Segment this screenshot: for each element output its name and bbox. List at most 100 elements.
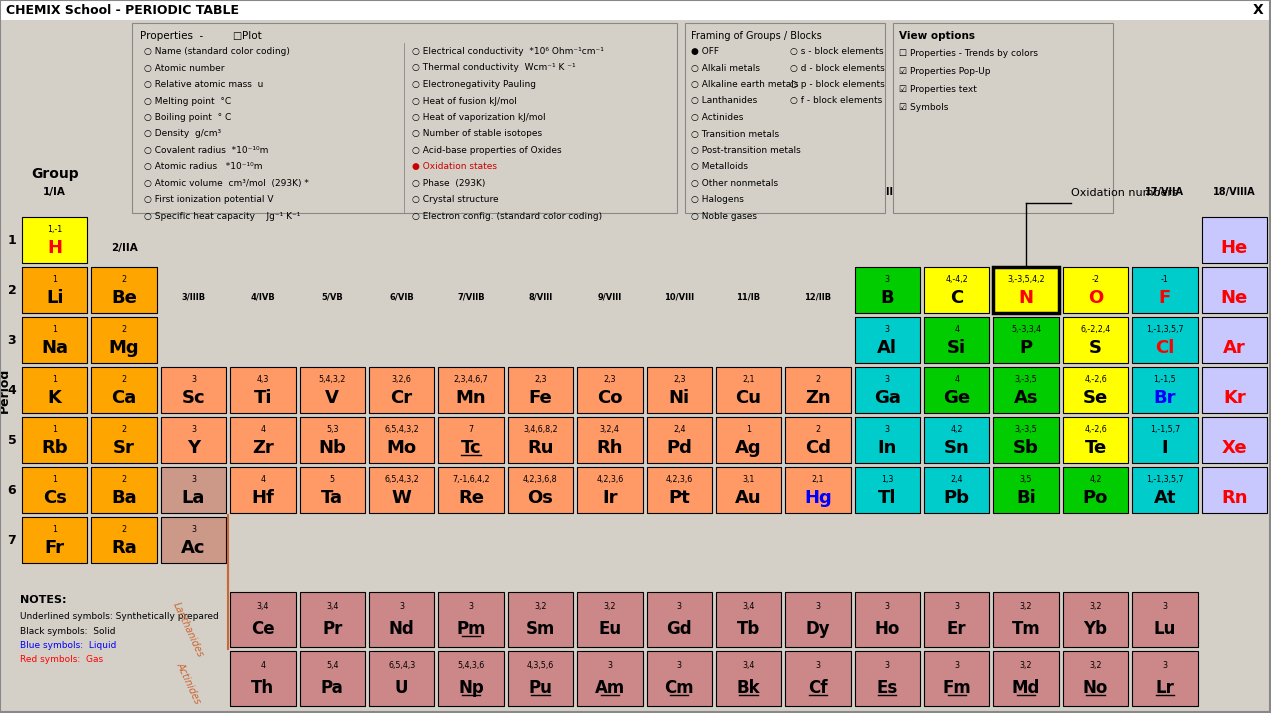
Text: 3: 3 (955, 662, 960, 670)
Text: ○ Specific heat capacity    Jg⁻¹ K⁻¹: ○ Specific heat capacity Jg⁻¹ K⁻¹ (144, 212, 300, 221)
Text: 4: 4 (955, 375, 960, 384)
Text: 3: 3 (955, 602, 960, 611)
Text: 3: 3 (676, 662, 681, 670)
Bar (438, 467, 503, 513)
Text: 4,2,3,6,8: 4,2,3,6,8 (524, 475, 558, 484)
Text: View options: View options (899, 31, 975, 41)
Text: ○ Name (standard color coding): ○ Name (standard color coding) (144, 47, 290, 56)
Text: 5: 5 (329, 475, 334, 484)
Text: 7: 7 (8, 533, 17, 546)
Text: 3: 3 (885, 325, 890, 334)
Text: Mn: Mn (456, 389, 487, 407)
Text: 1: 1 (52, 275, 57, 284)
Text: 2: 2 (122, 325, 127, 334)
Text: 18/VIIIA: 18/VIIIA (1213, 188, 1256, 198)
Text: Kr: Kr (1223, 389, 1246, 407)
Text: Li: Li (46, 289, 64, 307)
Bar (1132, 267, 1197, 313)
Bar (994, 367, 1059, 413)
Text: 3: 3 (191, 375, 196, 384)
Text: 2: 2 (122, 525, 127, 534)
Bar (438, 417, 503, 463)
Bar (22, 217, 88, 263)
Text: ○ Alkaline earth metals: ○ Alkaline earth metals (691, 80, 798, 89)
Text: Tb: Tb (737, 620, 760, 638)
Text: 5: 5 (8, 434, 17, 446)
Bar (22, 417, 88, 463)
Text: 3,2,4: 3,2,4 (600, 425, 620, 434)
Text: ○ Transition metals: ○ Transition metals (691, 130, 779, 138)
Text: 2,4: 2,4 (951, 475, 963, 484)
Text: No: No (1083, 679, 1108, 697)
Text: Hf: Hf (252, 489, 275, 507)
Text: Au: Au (735, 489, 761, 507)
Text: 1,3: 1,3 (881, 475, 894, 484)
Bar (1063, 367, 1129, 413)
Text: 3,4: 3,4 (327, 602, 338, 611)
Text: 2: 2 (8, 284, 17, 297)
Bar (647, 592, 712, 647)
Text: 7,-1,6,4,2: 7,-1,6,4,2 (452, 475, 489, 484)
Text: 5,4: 5,4 (325, 662, 338, 670)
Bar (716, 592, 782, 647)
Text: Ir: Ir (602, 489, 618, 507)
Bar (994, 267, 1059, 313)
Text: 5,4,3,6: 5,4,3,6 (458, 662, 484, 670)
Text: 3: 3 (191, 425, 196, 434)
Text: U: U (395, 679, 408, 697)
Text: Actinides: Actinides (174, 661, 202, 706)
Text: 4: 4 (8, 384, 17, 396)
Text: Sm: Sm (526, 620, 555, 638)
Bar (894, 23, 1113, 213)
Text: Ta: Ta (322, 489, 343, 507)
Text: Bk: Bk (737, 679, 760, 697)
Bar (507, 367, 573, 413)
Text: 6,-2,2,4: 6,-2,2,4 (1080, 325, 1111, 334)
Bar (300, 651, 365, 706)
Text: 3,-3,5: 3,-3,5 (1014, 375, 1037, 384)
Text: 2,1: 2,1 (812, 475, 824, 484)
Text: Ag: Ag (735, 439, 761, 457)
Text: □: □ (233, 31, 241, 41)
Text: 4: 4 (955, 325, 960, 334)
Text: Underlined symbols: Synthetically prepared: Underlined symbols: Synthetically prepar… (20, 612, 219, 621)
Text: 3: 3 (885, 602, 890, 611)
Bar (785, 417, 850, 463)
Text: ○ Electron config. (standard color coding): ○ Electron config. (standard color codin… (412, 212, 602, 221)
Bar (577, 467, 643, 513)
Bar (1132, 317, 1197, 363)
Text: Ni: Ni (669, 389, 690, 407)
Text: 16/VIA: 16/VIA (1078, 188, 1113, 198)
Bar (300, 467, 365, 513)
Bar (1132, 367, 1197, 413)
Text: Es: Es (877, 679, 899, 697)
Bar (369, 651, 435, 706)
Text: 6,5,4,3,2: 6,5,4,3,2 (384, 425, 419, 434)
Bar (647, 651, 712, 706)
Text: Br: Br (1154, 389, 1176, 407)
Text: Sr: Sr (113, 439, 135, 457)
Text: Ac: Ac (182, 539, 206, 558)
Text: 3,4,6,8,2: 3,4,6,8,2 (524, 425, 558, 434)
Text: Be: Be (111, 289, 137, 307)
Text: Os: Os (527, 489, 553, 507)
Bar (716, 651, 782, 706)
Bar (1201, 267, 1267, 313)
Bar (716, 467, 782, 513)
Bar (92, 367, 156, 413)
Bar (507, 592, 573, 647)
Text: ○ Number of stable isotopes: ○ Number of stable isotopes (412, 130, 543, 138)
Text: 3: 3 (885, 662, 890, 670)
Bar (369, 592, 435, 647)
Text: ○ Heat of vaporization kJ/mol: ○ Heat of vaporization kJ/mol (412, 113, 545, 122)
Bar (438, 592, 503, 647)
Bar (785, 651, 850, 706)
Text: Period: Period (0, 367, 10, 413)
Bar (994, 651, 1059, 706)
Text: 7/VIIB: 7/VIIB (458, 293, 484, 302)
Text: 3,2: 3,2 (1019, 662, 1032, 670)
Text: N: N (1018, 289, 1033, 307)
Text: Cu: Cu (736, 389, 761, 407)
Text: ○ Halogens: ○ Halogens (691, 195, 744, 205)
Text: 1,-1,5: 1,-1,5 (1154, 375, 1176, 384)
